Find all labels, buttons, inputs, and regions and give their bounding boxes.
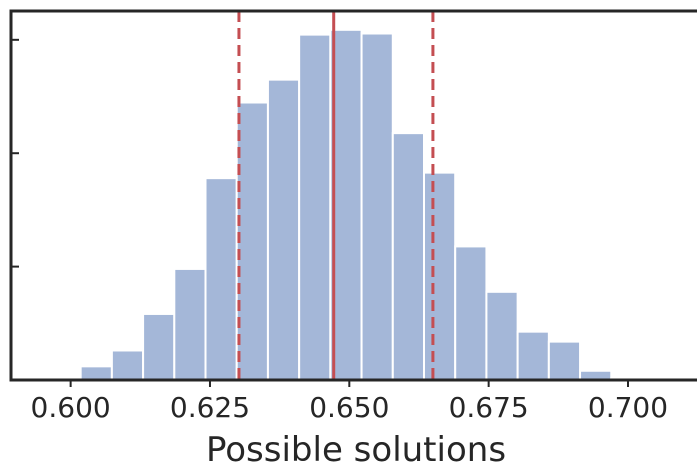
- histogram-bar: [110, 349, 145, 382]
- histogram-bar: [547, 340, 582, 381]
- histogram-bar: [204, 177, 238, 381]
- y-axis-ticks: [11, 38, 19, 268]
- x-axis-label: Possible solutions: [206, 430, 506, 467]
- x-tick-label: 0.700: [588, 391, 668, 424]
- histogram-bar: [391, 132, 425, 381]
- histogram-bar: [485, 290, 519, 381]
- histogram-bar: [298, 33, 332, 382]
- histogram-bar: [266, 78, 301, 381]
- x-tick-label: 0.625: [170, 391, 250, 424]
- reference-lines: [237, 11, 435, 380]
- histogram-bar: [173, 267, 207, 381]
- histogram-bar: [422, 171, 457, 381]
- axes: [9, 9, 697, 382]
- histogram-bar: [329, 28, 363, 381]
- x-tick-label: 0.650: [309, 391, 389, 424]
- histogram-bar: [142, 312, 176, 382]
- plot-frame: [9, 9, 697, 382]
- histogram-bars: [79, 28, 644, 382]
- histogram-bar: [516, 330, 550, 382]
- histogram-bar: [360, 32, 394, 381]
- histogram-bar: [235, 101, 269, 382]
- histogram-bar: [79, 365, 113, 381]
- histogram-bar: [454, 245, 488, 381]
- x-tick-label: 0.675: [449, 391, 529, 424]
- x-tick-label: 0.600: [31, 391, 111, 424]
- x-axis-ticks: 0.600 0.625 0.650 0.675 0.700: [31, 380, 668, 424]
